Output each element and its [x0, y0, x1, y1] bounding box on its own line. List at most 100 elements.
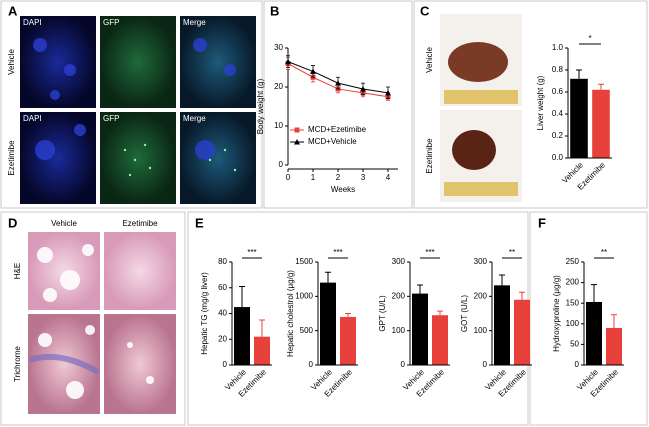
x-tick-label: 4 — [386, 173, 391, 182]
panel-a-images: DAPI GFP Merge DAPI GFP Merge — [20, 16, 256, 204]
bar — [234, 307, 250, 365]
error-bar — [611, 314, 617, 328]
bar — [320, 282, 336, 365]
y-axis-label: Hepatic TG (mg/g liver) — [200, 272, 209, 355]
y-tick-label: 0.8 — [552, 65, 564, 74]
error-bar — [259, 319, 265, 337]
y-tick-label: 50 — [570, 340, 579, 349]
error-bar — [519, 291, 525, 300]
legend-marker — [294, 139, 300, 145]
bar — [412, 293, 428, 365]
point — [335, 80, 341, 86]
x-tick-label: 3 — [361, 173, 366, 182]
y-tick-label: 200 — [566, 278, 580, 287]
y-tick-label: 1000 — [295, 291, 313, 300]
significance-label: *** — [425, 248, 434, 257]
panel-label: A — [8, 3, 18, 18]
y-tick-label: 300 — [392, 257, 406, 266]
row-label: Vehicle — [7, 49, 16, 75]
error-bar — [417, 284, 423, 294]
row-label: Ezetimibe — [7, 140, 16, 176]
y-tick-label: 1.0 — [552, 43, 564, 52]
y-tick-label: 30 — [274, 43, 283, 52]
error-bar — [576, 69, 582, 79]
y-tick-label: 0.2 — [552, 131, 564, 140]
panel-c-photos — [440, 14, 522, 202]
y-tick-label: 0 — [575, 360, 580, 369]
panel-label: D — [8, 215, 17, 230]
y-tick-label: 300 — [474, 257, 488, 266]
y-tick-label: 100 — [566, 319, 580, 328]
error-bar — [598, 83, 604, 90]
bar — [570, 78, 588, 158]
y-axis-label: Liver weight (g) — [536, 75, 545, 130]
image-label: DAPI — [23, 18, 42, 27]
y-tick-label: 500 — [300, 326, 314, 335]
y-tick-label: 1500 — [295, 257, 313, 266]
significance-label: ** — [601, 248, 607, 257]
bar — [254, 336, 270, 365]
y-tick-label: 0 — [279, 160, 284, 169]
x-tick-label: 2 — [336, 173, 341, 182]
y-tick-label: 100 — [392, 326, 406, 335]
point — [285, 58, 291, 65]
y-tick-label: 60 — [218, 283, 227, 292]
y-tick-label: 0 — [223, 360, 228, 369]
error-bar — [345, 313, 351, 317]
y-axis-label: GOT (U/L) — [460, 295, 469, 333]
error-bar — [325, 271, 331, 283]
y-tick-label: 0.4 — [552, 109, 564, 118]
image-label: Merge — [183, 114, 206, 123]
y-tick-label: 150 — [566, 298, 580, 307]
error-bar — [499, 274, 505, 286]
x-tick-label: 0 — [286, 173, 291, 182]
row-label: H&E — [13, 263, 22, 279]
y-axis-label: Body weight (g) — [256, 78, 265, 134]
y-tick-label: 0 — [483, 360, 488, 369]
bar — [432, 315, 448, 365]
bar — [592, 89, 610, 158]
panel-label: E — [195, 215, 204, 230]
y-tick-label: 200 — [392, 291, 406, 300]
y-tick-label: 100 — [474, 326, 488, 335]
y-tick-label: 0 — [309, 360, 314, 369]
image-label: GFP — [103, 18, 119, 27]
y-tick-label: 20 — [274, 82, 283, 91]
image-label: Merge — [183, 18, 206, 27]
bar — [494, 285, 510, 365]
column-label: Ezetimibe — [122, 219, 158, 228]
y-tick-label: 250 — [566, 257, 580, 266]
point — [310, 68, 316, 74]
legend-label: MCD+Ezetimibe — [308, 125, 367, 134]
y-axis-label: GPT (U/L) — [378, 295, 387, 332]
error-bar — [437, 310, 443, 316]
y-tick-label: 200 — [474, 291, 488, 300]
error-bar — [591, 284, 597, 302]
y-tick-label: 80 — [218, 257, 227, 266]
y-tick-label: 20 — [218, 334, 227, 343]
significance-label: ** — [509, 248, 515, 257]
y-axis-label: Hydroxyproline (μg/g) — [552, 275, 561, 352]
legend-label: MCD+Vehicle — [308, 137, 357, 146]
bar — [340, 316, 356, 365]
y-tick-label: 0 — [401, 360, 406, 369]
y-axis-label: Hepatic cholestrol (μg/g) — [286, 270, 295, 357]
photo-label: Vehicle — [425, 47, 434, 73]
bar — [606, 327, 622, 365]
panel-label: F — [538, 215, 546, 230]
bar — [514, 299, 530, 365]
column-label: Vehicle — [51, 219, 77, 228]
point — [385, 89, 391, 96]
row-label: Trichrome — [13, 346, 22, 382]
y-tick-label: 10 — [274, 121, 283, 130]
legend-marker — [294, 127, 300, 133]
image-label: DAPI — [23, 114, 42, 123]
x-tick-label: 1 — [311, 173, 316, 182]
y-tick-label: 0.6 — [552, 87, 564, 96]
significance-label: *** — [333, 248, 342, 257]
bar — [586, 301, 602, 365]
x-axis-label: Weeks — [331, 185, 355, 194]
photo-label: Ezetimibe — [425, 138, 434, 174]
